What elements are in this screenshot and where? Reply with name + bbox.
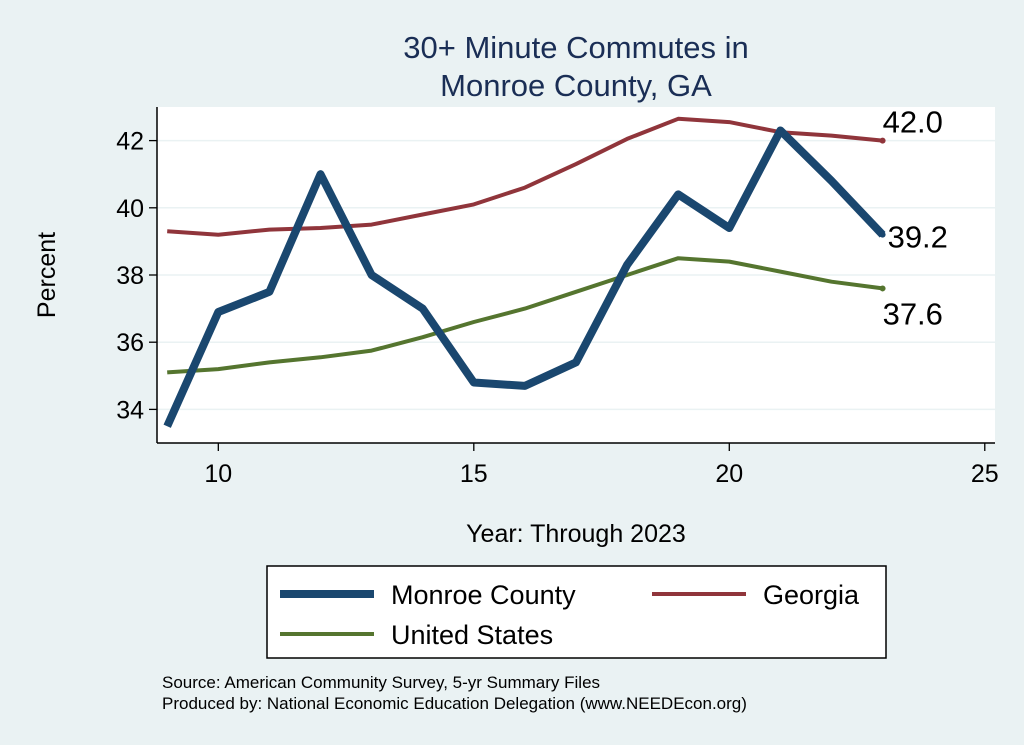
x-tick-label: 20 <box>715 460 743 488</box>
legend-label-united-states: United States <box>391 620 553 650</box>
series-line-georgia <box>167 116 883 237</box>
grid <box>157 139 995 411</box>
y-tick-label: 42 <box>116 128 144 156</box>
end-label-united-states: 37.6 <box>883 296 943 331</box>
series-line-united-states <box>167 256 883 375</box>
y-tick-label: 36 <box>116 329 144 357</box>
series-lines <box>163 116 886 428</box>
legend-label-monroe-county: Monroe County <box>391 580 576 610</box>
series-line-monroe-county <box>163 126 886 428</box>
x-tick-label: 15 <box>460 460 488 488</box>
source-note: Source: American Community Survey, 5-yr … <box>162 673 600 692</box>
end-labels: 39.2 42.0 37.6 <box>883 105 948 332</box>
legend-box <box>266 565 887 659</box>
y-tick-label: 38 <box>116 262 144 290</box>
producer-note: Produced by: National Economic Education… <box>162 694 747 713</box>
axes <box>149 107 995 451</box>
y-axis-title: Percent <box>33 232 61 318</box>
x-tick-label: 25 <box>971 460 999 488</box>
legend-label-georgia: Georgia <box>763 580 860 610</box>
end-label-georgia: 42.0 <box>883 105 943 140</box>
end-marker-united-states <box>879 285 886 292</box>
tick-labels: 34 36 38 40 42 10 15 20 25 <box>116 128 998 488</box>
end-label-monroe-county: 39.2 <box>888 220 948 255</box>
end-marker-monroe-county <box>879 231 886 238</box>
legend: Monroe County Georgia United States <box>266 565 887 659</box>
x-axis-title: Year: Through 2023 <box>466 520 686 548</box>
end-marker-georgia <box>879 137 886 144</box>
chart-title-line-2: Monroe County, GA <box>440 68 712 103</box>
y-tick-label: 40 <box>116 195 144 223</box>
x-tick-label: 10 <box>204 460 232 488</box>
chart-title-line-1: 30+ Minute Commutes in <box>403 30 748 65</box>
y-tick-label: 34 <box>116 396 144 424</box>
